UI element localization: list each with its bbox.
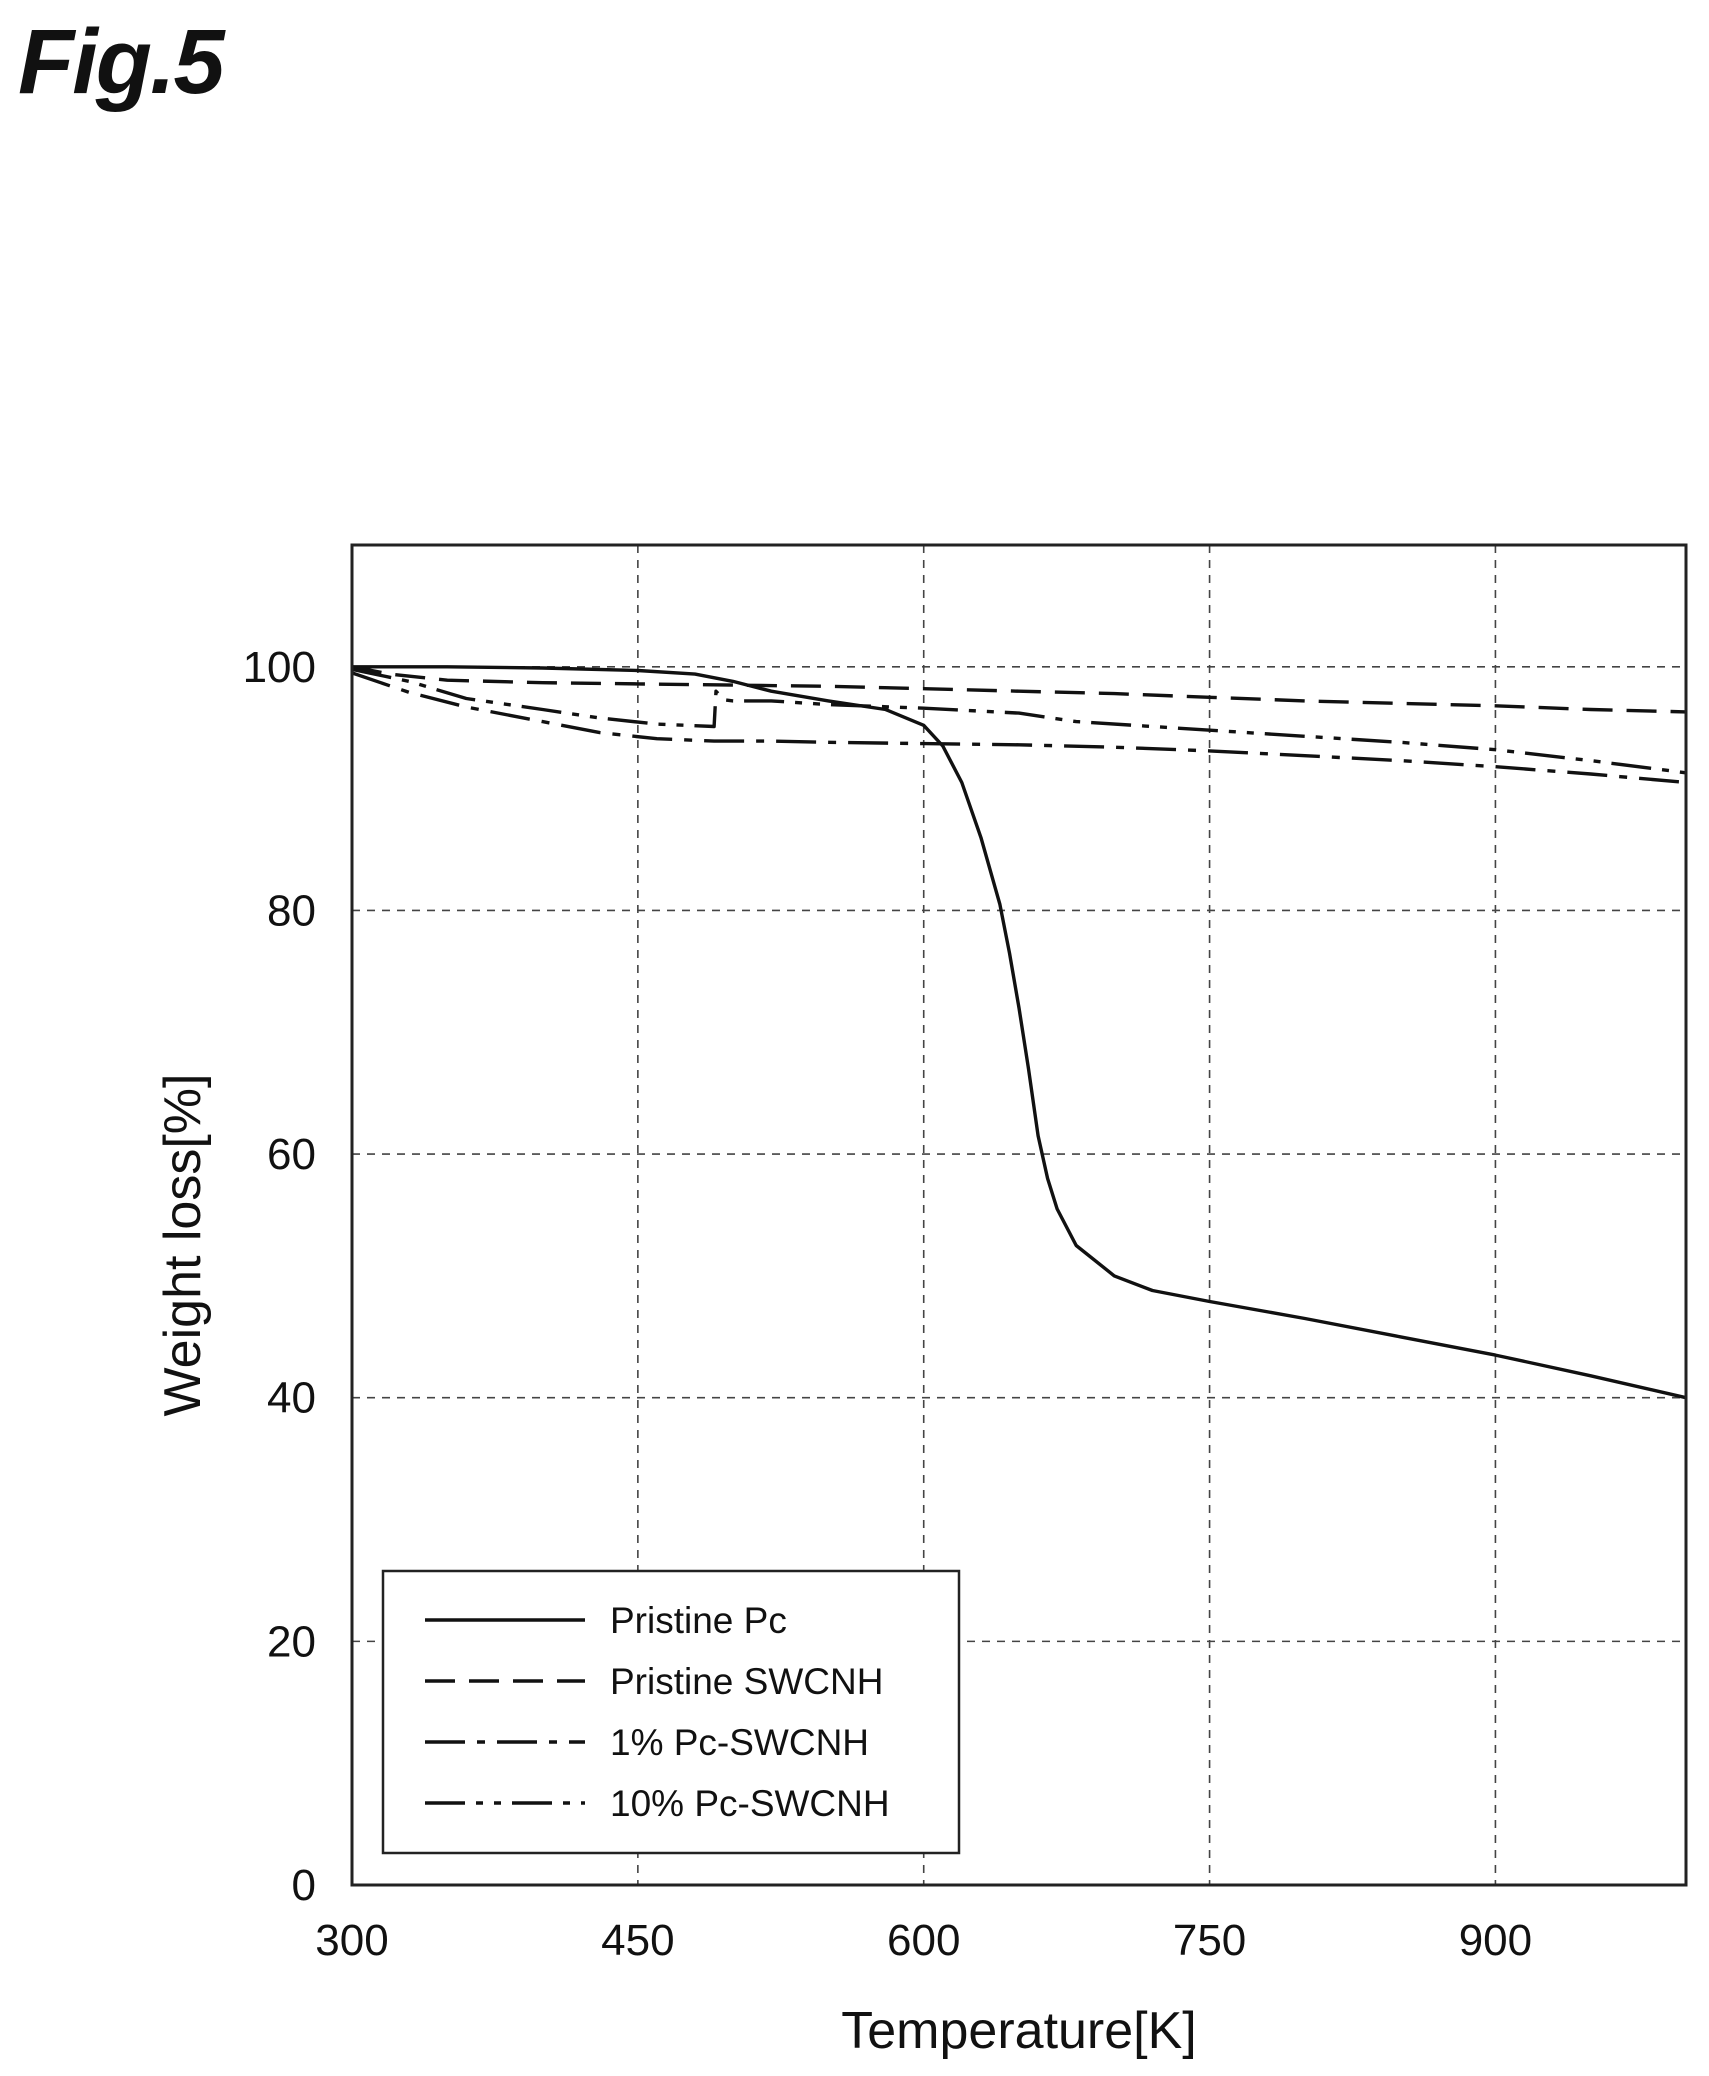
- legend: Pristine Pc Pristine SWCNH 1% Pc-SWCNH 10% …: [381, 1569, 961, 1855]
- tick-labels: 300 450 600 750 900 0 20 40 60 80 100: [243, 643, 1533, 1965]
- legend-label: Pristine Pc: [610, 1600, 787, 1641]
- x-tick-label: 750: [1173, 1916, 1246, 1965]
- legend-box: [381, 1569, 961, 1855]
- y-tick-label: 0: [292, 1861, 316, 1910]
- y-tick-label: 40: [267, 1374, 316, 1423]
- x-tick-label: 300: [315, 1916, 388, 1965]
- x-tick-label: 600: [887, 1916, 960, 1965]
- y-tick-label: 100: [243, 643, 316, 692]
- y-tick-label: 60: [267, 1130, 316, 1179]
- x-axis-title: Temperature[K]: [841, 2002, 1197, 2060]
- legend-label: 10% Pc-SWCNH: [610, 1783, 890, 1824]
- x-tick-label: 900: [1459, 1916, 1532, 1965]
- series-line-4: [351, 667, 1687, 775]
- series-line-2: [351, 665, 1687, 714]
- legend-label: 1% Pc-SWCNH: [610, 1722, 869, 1763]
- x-tick-label: 450: [601, 1916, 674, 1965]
- y-axis-title: Weight loss[%]: [154, 1074, 212, 1417]
- series-line-1: [352, 665, 1687, 1400]
- series-lines: [351, 665, 1687, 1400]
- plot-frame: [350, 543, 1688, 1887]
- series-line-3: [351, 671, 1687, 785]
- legend-label: Pristine SWCNH: [610, 1661, 883, 1702]
- y-tick-label: 20: [267, 1617, 316, 1666]
- y-tick-label: 80: [267, 886, 316, 935]
- figure-label: Fig.5: [18, 11, 225, 113]
